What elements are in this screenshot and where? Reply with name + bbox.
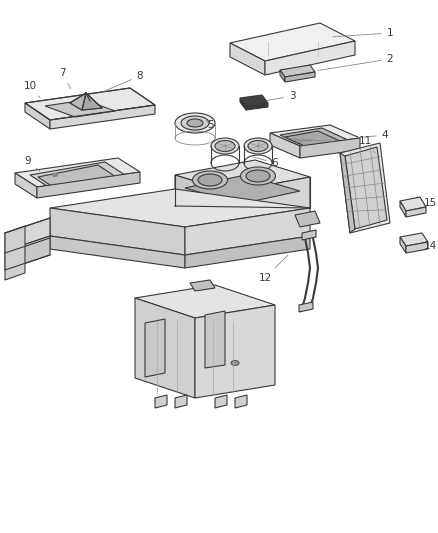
Polygon shape [280,128,348,147]
Polygon shape [270,133,300,158]
Polygon shape [205,311,225,368]
Polygon shape [5,236,50,270]
Text: 8: 8 [102,71,143,92]
Polygon shape [185,175,300,204]
Ellipse shape [248,141,268,151]
Polygon shape [246,103,268,110]
Ellipse shape [240,167,276,185]
Text: 1: 1 [333,28,393,38]
Polygon shape [400,197,426,211]
Polygon shape [190,280,215,291]
Polygon shape [302,230,316,240]
Polygon shape [25,88,155,120]
Text: 6: 6 [253,157,278,168]
Polygon shape [70,93,86,110]
Polygon shape [285,72,315,82]
Polygon shape [265,41,355,75]
Polygon shape [406,207,426,217]
Text: 12: 12 [258,255,288,283]
Text: 15: 15 [424,198,437,208]
Text: 7: 7 [59,68,71,88]
Polygon shape [270,125,360,146]
Text: 9: 9 [25,156,40,171]
Text: 3: 3 [267,91,295,101]
Ellipse shape [244,138,272,154]
Ellipse shape [175,113,215,133]
Polygon shape [15,173,37,198]
Polygon shape [285,131,342,148]
Polygon shape [400,233,428,246]
Polygon shape [215,395,227,408]
Polygon shape [230,23,355,61]
Ellipse shape [181,116,209,130]
Polygon shape [340,153,355,233]
Polygon shape [175,175,230,223]
Polygon shape [70,101,102,110]
Polygon shape [82,93,102,110]
Polygon shape [345,147,387,229]
Polygon shape [195,305,275,398]
Polygon shape [175,395,187,408]
Ellipse shape [53,174,57,176]
Polygon shape [30,162,125,188]
Polygon shape [295,211,320,227]
Polygon shape [240,95,268,106]
Polygon shape [5,218,50,251]
Polygon shape [400,237,406,253]
Polygon shape [15,158,140,187]
Polygon shape [175,160,310,192]
Polygon shape [280,70,285,82]
Polygon shape [135,285,275,318]
Polygon shape [145,319,165,377]
Polygon shape [50,189,310,227]
Polygon shape [50,208,185,255]
Polygon shape [86,93,102,108]
Text: 2: 2 [318,54,393,70]
Polygon shape [400,201,406,217]
Ellipse shape [246,170,270,182]
Polygon shape [280,65,315,77]
Text: 11: 11 [358,136,375,153]
Polygon shape [340,143,390,233]
Polygon shape [230,177,310,223]
Polygon shape [5,226,25,280]
Polygon shape [135,298,195,398]
Polygon shape [45,100,115,117]
Polygon shape [235,395,247,408]
Polygon shape [50,236,185,268]
Text: 10: 10 [24,81,40,98]
Ellipse shape [231,360,239,366]
Polygon shape [155,395,167,408]
Ellipse shape [192,171,227,189]
Text: 4: 4 [358,130,389,140]
Ellipse shape [187,119,203,127]
Polygon shape [50,105,155,129]
Ellipse shape [215,141,235,151]
Ellipse shape [198,174,222,186]
Polygon shape [37,172,140,198]
Polygon shape [38,165,116,189]
Ellipse shape [211,138,239,154]
Polygon shape [300,138,360,158]
Polygon shape [299,302,313,312]
Polygon shape [70,93,90,103]
Polygon shape [230,43,265,75]
Text: 5: 5 [207,120,213,130]
Polygon shape [185,208,310,255]
Polygon shape [185,236,310,268]
Text: 14: 14 [424,241,437,251]
Polygon shape [406,242,428,253]
Polygon shape [25,103,50,129]
Polygon shape [240,98,246,110]
